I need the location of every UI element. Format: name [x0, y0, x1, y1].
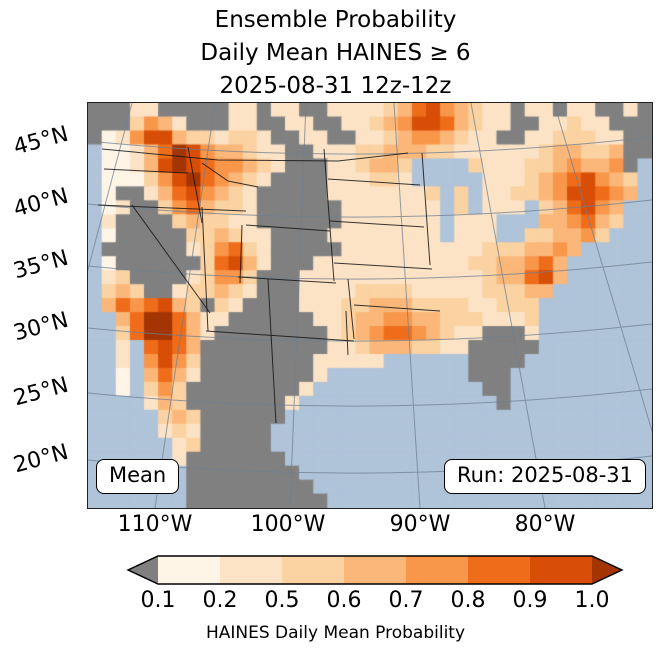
colorbar-segment [158, 556, 220, 584]
lat-tick-label: 30°N [10, 307, 72, 347]
title-line-1: Ensemble Probability [214, 7, 457, 33]
colorbar-tick-label: 0.9 [512, 588, 548, 613]
colorbar [126, 555, 624, 585]
lat-tick-label: 45°N [10, 121, 72, 161]
colorbar-tick-label: 0.1 [140, 588, 176, 613]
colorbar-segment [468, 556, 530, 584]
lat-tick-label: 25°N [10, 372, 72, 412]
colorbar-tick-label: 0.2 [202, 588, 238, 613]
state-borders [97, 146, 441, 424]
colorbar-under-arrow [128, 556, 158, 584]
colorbar-label: HAINES Daily Mean Probability [205, 623, 466, 643]
graticule [88, 103, 652, 508]
probability-raster [88, 103, 652, 508]
title-line-2: Daily Mean HAINES ≥ 6 [200, 40, 471, 66]
colorbar-tick-label: 1.0 [574, 588, 610, 613]
lat-tick-label: 35°N [10, 245, 72, 285]
colorbar-segment [344, 556, 406, 584]
lat-tick-label: 20°N [10, 439, 72, 479]
colorbar-tick-label: 0.6 [326, 588, 362, 613]
lon-tick-label: 110°W [117, 512, 193, 537]
colorbar-segment [406, 556, 468, 584]
colorbar-tick-label: 0.8 [450, 588, 486, 613]
colorbar-segment [282, 556, 344, 584]
run-annotation: Run: 2025-08-31 [443, 459, 646, 494]
colorbar-tick-label: 0.5 [264, 588, 300, 613]
member-annotation: Mean [96, 459, 180, 494]
lon-tick-label: 80°W [514, 512, 576, 537]
colorbar-segment [220, 556, 282, 584]
colorbar-tick-label: 0.7 [388, 588, 424, 613]
colorbar-outline [126, 555, 624, 585]
colorbar-segment [530, 556, 592, 584]
lon-tick-label: 90°W [389, 512, 451, 537]
lat-tick-label: 40°N [10, 183, 72, 223]
title-line-3: 2025-08-31 12z-12z [219, 73, 452, 99]
colorbar-over-arrow [592, 556, 622, 584]
map-plot: Mean Run: 2025-08-31 [87, 102, 653, 509]
map-overlay [88, 103, 652, 508]
lon-tick-label: 100°W [250, 512, 326, 537]
figure-title: Ensemble Probability Daily Mean HAINES ≥… [0, 4, 671, 103]
